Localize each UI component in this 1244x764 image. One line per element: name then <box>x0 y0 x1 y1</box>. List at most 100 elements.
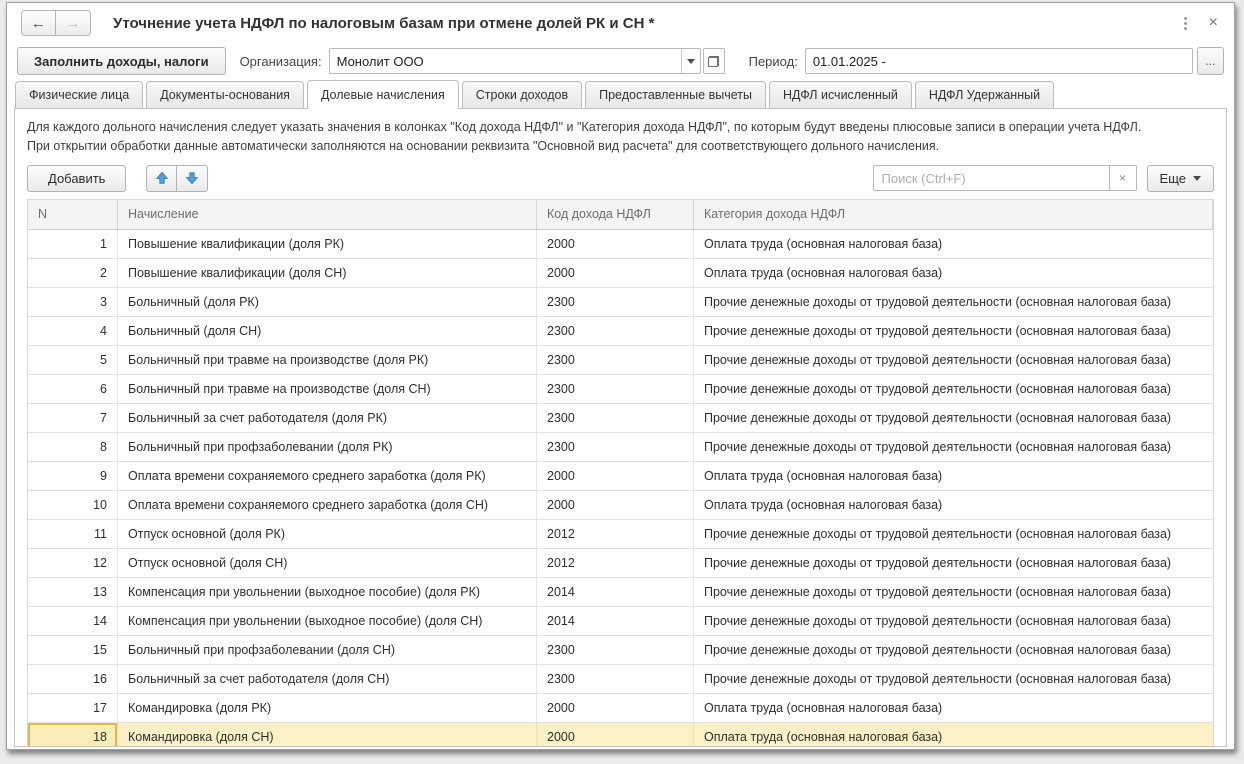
cell-n[interactable]: 10 <box>28 490 118 519</box>
cell-accrual[interactable]: Больничный при профзаболевании (доля РК) <box>118 432 537 461</box>
search-input[interactable] <box>872 165 1110 191</box>
cell-income-code[interactable]: 2300 <box>537 403 694 432</box>
table-row[interactable]: 17 Командировка (доля РК) 2000 Оплата труда… <box>28 693 1213 723</box>
cell-n[interactable]: 7 <box>28 403 118 432</box>
cell-income-category[interactable]: Оплата труда (основная налоговая база) <box>704 265 943 280</box>
period-value[interactable]: 01.01.2025 - <box>812 53 886 69</box>
cell-income-code[interactable]: 2012 <box>537 519 694 548</box>
cell-income-category[interactable]: Прочие денежные доходы от трудовой деяте… <box>704 381 1172 396</box>
cell-income-code[interactable]: 2300 <box>537 316 694 345</box>
cell-income-code[interactable]: 2012 <box>537 548 694 577</box>
tab-predostavlennye-vychety[interactable]: Предоставленные вычеты <box>585 81 766 108</box>
cell-income-category[interactable]: Оплата труда (основная налоговая база) <box>704 700 943 715</box>
column-header-n[interactable]: N <box>28 199 118 229</box>
cell-income-category[interactable]: Оплата труда (основная налоговая база) <box>704 729 943 744</box>
cell-income-category[interactable]: Прочие денежные доходы от трудовой деяте… <box>704 613 1172 628</box>
period-more-button[interactable]: ... <box>1196 47 1224 75</box>
cell-n[interactable]: 11 <box>28 519 118 548</box>
cell-n[interactable]: 13 <box>28 577 118 606</box>
close-icon[interactable]: × <box>1208 14 1218 31</box>
cell-income-code[interactable]: 2300 <box>537 432 694 461</box>
cell-income-code[interactable]: 2300 <box>537 287 694 316</box>
table-row[interactable]: 18 Командировка (доля СН) 2000 Оплата труда… <box>28 722 1213 746</box>
cell-n[interactable]: 2 <box>28 258 118 287</box>
table-row[interactable]: 9 Оплата времени сохраняемого среднего за… <box>28 461 1213 491</box>
cell-accrual[interactable]: Компенсация при увольнении (выходное пос… <box>118 606 537 635</box>
cell-accrual[interactable]: Отпуск основной (доля СН) <box>118 548 537 577</box>
table-row[interactable]: 12 Отпуск основной (доля СН) 2012 Прочие де… <box>28 548 1213 578</box>
cell-n[interactable]: 8 <box>28 432 118 461</box>
more-actions-button[interactable]: Еще <box>1146 164 1214 192</box>
cell-accrual[interactable]: Оплата времени сохраняемого среднего зар… <box>118 490 537 519</box>
cell-income-code[interactable]: 2000 <box>537 229 694 258</box>
cell-income-code[interactable]: 2000 <box>537 722 694 746</box>
cell-income-category[interactable]: Оплата труда (основная налоговая база) <box>704 468 943 483</box>
fill-incomes-button[interactable]: Заполнить доходы, налоги <box>17 47 226 75</box>
add-button[interactable]: Добавить <box>27 164 127 192</box>
table-row[interactable]: 4 Больничный (доля СН) 2300 Прочие денежные… <box>28 316 1213 346</box>
cell-accrual[interactable]: Компенсация при увольнении (выходное пос… <box>118 577 537 606</box>
cell-accrual[interactable]: Больничный (доля РК) <box>118 287 537 316</box>
cell-accrual[interactable]: Больничный за счет работодателя (доля РК… <box>118 403 537 432</box>
table-row[interactable]: 11 Отпуск основной (доля РК) 2012 Прочие де… <box>28 519 1213 549</box>
column-header-accrual[interactable]: Начисление <box>118 199 537 229</box>
cell-n[interactable]: 4 <box>28 316 118 345</box>
cell-accrual[interactable]: Командировка (доля РК) <box>118 693 537 722</box>
cell-n[interactable]: 14 <box>28 606 118 635</box>
cell-income-category[interactable]: Прочие денежные доходы от трудовой деяте… <box>704 584 1172 599</box>
cell-income-category[interactable]: Прочие денежные доходы от трудовой деяте… <box>704 352 1172 367</box>
organization-combobox[interactable]: Монолит ООО <box>328 48 701 74</box>
cell-n[interactable]: 17 <box>28 693 118 722</box>
cell-accrual[interactable]: Повышение квалификации (доля РК) <box>118 229 537 258</box>
cell-n[interactable]: 9 <box>28 461 118 490</box>
cell-n[interactable]: 1 <box>28 229 118 258</box>
column-header-category[interactable]: Категория дохода НДФЛ <box>694 199 1213 229</box>
cell-accrual[interactable]: Больничный при травме на производстве (д… <box>118 345 537 374</box>
cell-income-code[interactable]: 2000 <box>537 490 694 519</box>
cell-income-category[interactable]: Оплата труда (основная налоговая база) <box>704 236 943 251</box>
cell-income-category[interactable]: Прочие денежные доходы от трудовой деяте… <box>704 323 1172 338</box>
tab-dolevye-nachisleniya[interactable]: Долевые начисления <box>306 80 459 109</box>
cell-income-category[interactable]: Прочие денежные доходы от трудовой деяте… <box>704 526 1172 541</box>
cell-income-code[interactable]: 2000 <box>537 461 694 490</box>
cell-n[interactable]: 5 <box>28 345 118 374</box>
cell-income-category[interactable]: Прочие денежные доходы от трудовой деяте… <box>704 671 1172 686</box>
back-button[interactable]: ← <box>21 10 56 36</box>
table-row[interactable]: 16 Больничный за счет работодателя (доля … <box>28 664 1213 694</box>
table-row[interactable]: 13 Компенсация при увольнении (выходное п… <box>28 577 1213 607</box>
table-row[interactable]: 14 Компенсация при увольнении (выходное п… <box>28 606 1213 636</box>
tab-dokumenty-osnovaniya[interactable]: Документы-основания <box>146 81 304 108</box>
table-row[interactable]: 6 Больничный при травме на производстве (… <box>28 374 1213 404</box>
cell-income-category[interactable]: Прочие денежные доходы от трудовой деяте… <box>704 555 1172 570</box>
cell-income-code[interactable]: 2300 <box>537 374 694 403</box>
tab-fizicheskie-lica[interactable]: Физические лица <box>15 81 144 108</box>
cell-n[interactable]: 3 <box>28 287 118 316</box>
cell-accrual[interactable]: Повышение квалификации (доля СН) <box>118 258 537 287</box>
cell-income-category[interactable]: Оплата труда (основная налоговая база) <box>704 497 943 512</box>
table-row[interactable]: 3 Больничный (доля РК) 2300 Прочие денежные… <box>28 287 1213 317</box>
table-row[interactable]: 8 Больничный при профзаболевании (доля РК… <box>28 432 1213 462</box>
table-row[interactable]: 2 Повышение квалификации (доля СН) 2000 Опл… <box>28 258 1213 288</box>
table-row[interactable]: 7 Больничный за счет работодателя (доля Р… <box>28 403 1213 433</box>
cell-income-category[interactable]: Прочие денежные доходы от трудовой деяте… <box>704 294 1172 309</box>
period-field[interactable]: 01.01.2025 - <box>804 48 1193 74</box>
chevron-down-icon[interactable] <box>680 49 700 73</box>
table-row[interactable]: 10 Оплата времени сохраняемого среднего з… <box>28 490 1213 520</box>
table-row[interactable]: 5 Больничный при травме на производстве (… <box>28 345 1213 375</box>
cell-income-code[interactable]: 2014 <box>537 577 694 606</box>
open-organization-button[interactable] <box>702 48 725 74</box>
table-row[interactable]: 1 Повышение квалификации (доля РК) 2000 Опл… <box>28 229 1213 259</box>
cell-income-category[interactable]: Прочие денежные доходы от трудовой деяте… <box>704 410 1172 425</box>
cell-n[interactable]: 18 <box>28 722 118 746</box>
cell-n[interactable]: 6 <box>28 374 118 403</box>
cell-income-code[interactable]: 2014 <box>537 606 694 635</box>
cell-accrual[interactable]: Больничный за счет работодателя (доля СН… <box>118 664 537 693</box>
cell-income-code[interactable]: 2000 <box>537 258 694 287</box>
cell-accrual[interactable]: Больничный (доля СН) <box>118 316 537 345</box>
move-up-button[interactable] <box>146 164 178 192</box>
cell-income-code[interactable]: 2300 <box>537 635 694 664</box>
forward-button[interactable]: → <box>56 10 91 36</box>
cell-n[interactable]: 12 <box>28 548 118 577</box>
move-down-button[interactable] <box>177 164 209 192</box>
more-menu-icon[interactable] <box>1177 14 1195 32</box>
